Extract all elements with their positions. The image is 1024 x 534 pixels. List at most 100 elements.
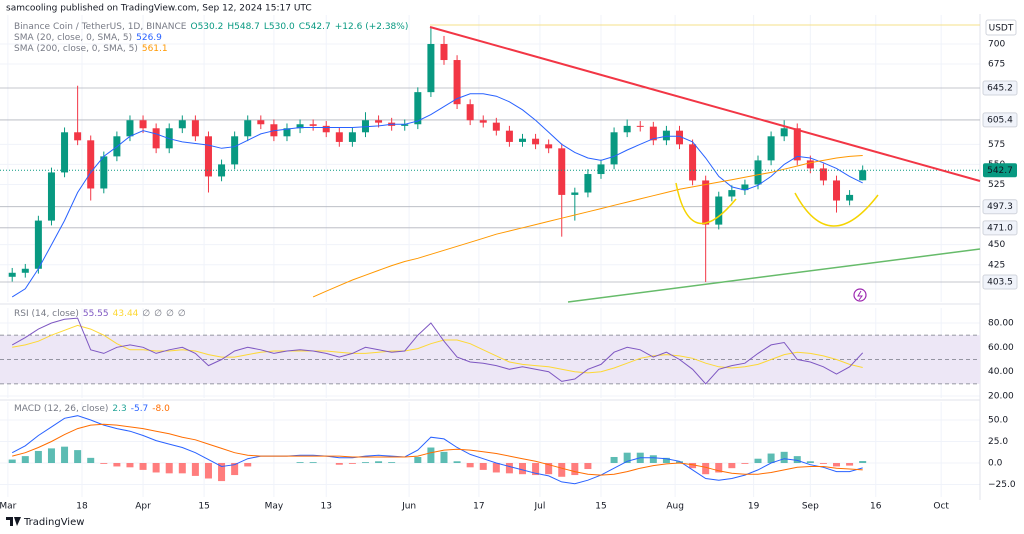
- histogram-bar: [8, 459, 16, 464]
- candle-body: [846, 194, 854, 201]
- legend-value: -8.0: [152, 404, 170, 414]
- indicator-line: [11, 415, 863, 485]
- x-tick-label: Apr: [135, 502, 151, 512]
- candle-body: [126, 120, 134, 137]
- histogram-bar: [741, 463, 749, 464]
- histogram-bar: [767, 453, 775, 464]
- histogram-bar: [21, 456, 29, 464]
- candle-body: [244, 120, 252, 137]
- histogram-bar: [545, 463, 553, 475]
- axis: Mar 18 Apr 15 May 13 Jun 17 Jul 15 Aug 19 Sep 16 Oct 42…: [0, 39, 1018, 512]
- candle-body: [649, 126, 657, 141]
- legend-value: ∅: [142, 309, 150, 319]
- level-label: 471.0: [987, 223, 1013, 233]
- histogram-bar: [453, 461, 461, 464]
- legend-value: 526.9: [136, 33, 162, 43]
- candle-body: [21, 268, 29, 273]
- histogram-bar: [819, 463, 827, 464]
- y-tick-label: 60.00: [988, 343, 1014, 353]
- legend-value: ∅: [178, 309, 186, 319]
- indicator-line: [312, 155, 863, 298]
- histogram-bar: [702, 463, 710, 475]
- y-tick-label: 0.0: [988, 459, 1003, 469]
- currency-box[interactable]: [985, 19, 1017, 36]
- y-tick-label: 675: [988, 60, 1005, 70]
- histogram-bar: [584, 463, 592, 470]
- y-tick-label: 20.00: [988, 392, 1014, 402]
- x-tick-label: Jun: [401, 502, 416, 512]
- candle-body: [597, 164, 605, 175]
- histogram-bar: [492, 463, 500, 473]
- histogram-bar: [348, 463, 356, 464]
- candle-body: [676, 130, 684, 145]
- legend-name: MACD (12, 26, close): [14, 404, 108, 414]
- candle-body: [767, 136, 775, 161]
- candle-body: [479, 120, 487, 123]
- event-icon[interactable]: [853, 288, 867, 302]
- candle-body: [728, 190, 736, 197]
- legend-name: SMA (20, close, 0, SMA, 5): [14, 33, 132, 43]
- candle-body: [623, 125, 631, 133]
- candle-body: [819, 168, 827, 181]
- candle-body: [440, 43, 448, 61]
- legend-value: 55.55: [83, 309, 109, 319]
- legend-symbol: Binance Coin / TetherUS, 1D, BINANCE: [14, 22, 187, 32]
- histogram-bar: [518, 463, 526, 475]
- histogram-bar: [309, 462, 317, 464]
- histogram-bar: [165, 463, 173, 474]
- candle-body: [322, 125, 330, 133]
- candle-body: [741, 184, 749, 191]
- candle-body: [218, 164, 226, 177]
- y-tick-label: 80.00: [988, 318, 1014, 328]
- histogram-bar: [806, 461, 814, 464]
- x-tick-label: 18: [76, 502, 88, 512]
- x-tick-label: 17: [473, 502, 484, 512]
- x-tick-label: Mar: [0, 502, 17, 512]
- histogram-bar: [335, 463, 343, 465]
- histogram-bar: [296, 462, 304, 464]
- legend-change: +12.6 (+2.38%): [335, 22, 409, 32]
- candle-body: [505, 130, 513, 142]
- legend-ohlc: L530.0: [264, 22, 295, 32]
- candle-body: [74, 132, 82, 141]
- candle-body: [375, 120, 383, 123]
- last-price-label: 542.7: [987, 166, 1013, 176]
- histogram-bar: [361, 462, 369, 464]
- brand-logo: [6, 517, 21, 526]
- candle-body: [178, 120, 186, 129]
- legend: Binance Coin / TetherUS, 1D, BINANCE O530…: [14, 22, 408, 414]
- candle-body: [532, 138, 540, 145]
- legend-value: 43.44: [113, 309, 139, 319]
- candle-body: [47, 172, 55, 221]
- histogram-bar: [676, 461, 684, 464]
- candle-body: [427, 43, 435, 93]
- candle-body: [87, 140, 95, 189]
- candle-body: [833, 180, 841, 201]
- histogram-bar: [623, 452, 631, 464]
- candle-body: [571, 192, 579, 195]
- legend-ohlc: O530.2: [191, 22, 224, 32]
- histogram-bar: [126, 463, 134, 468]
- candle-body: [518, 138, 526, 142]
- histogram-bar: [34, 450, 42, 464]
- legend-value: 2.3: [112, 404, 126, 414]
- histogram-bar: [649, 455, 657, 464]
- candle-body: [139, 120, 147, 129]
- candle-body: [100, 156, 108, 189]
- histogram-bar: [244, 463, 252, 467]
- histogram-bar: [178, 463, 186, 474]
- trend-line: [567, 248, 981, 303]
- histogram-bar: [47, 448, 55, 464]
- publisher: samcooling published on TradingView.com,…: [6, 4, 312, 14]
- histogram-bar: [833, 463, 841, 467]
- candle-body: [348, 132, 356, 142]
- legend-value: ∅: [166, 309, 174, 319]
- trend-line: [429, 26, 981, 182]
- candle-body: [584, 174, 592, 193]
- currency: USDT: [989, 24, 1014, 34]
- x-tick-label: 16: [870, 502, 882, 512]
- candle-body: [191, 120, 199, 137]
- histogram-bar: [610, 456, 618, 464]
- legend-line: MACD (12, 26, close) 2.3 -5.7 -8.0: [14, 404, 170, 414]
